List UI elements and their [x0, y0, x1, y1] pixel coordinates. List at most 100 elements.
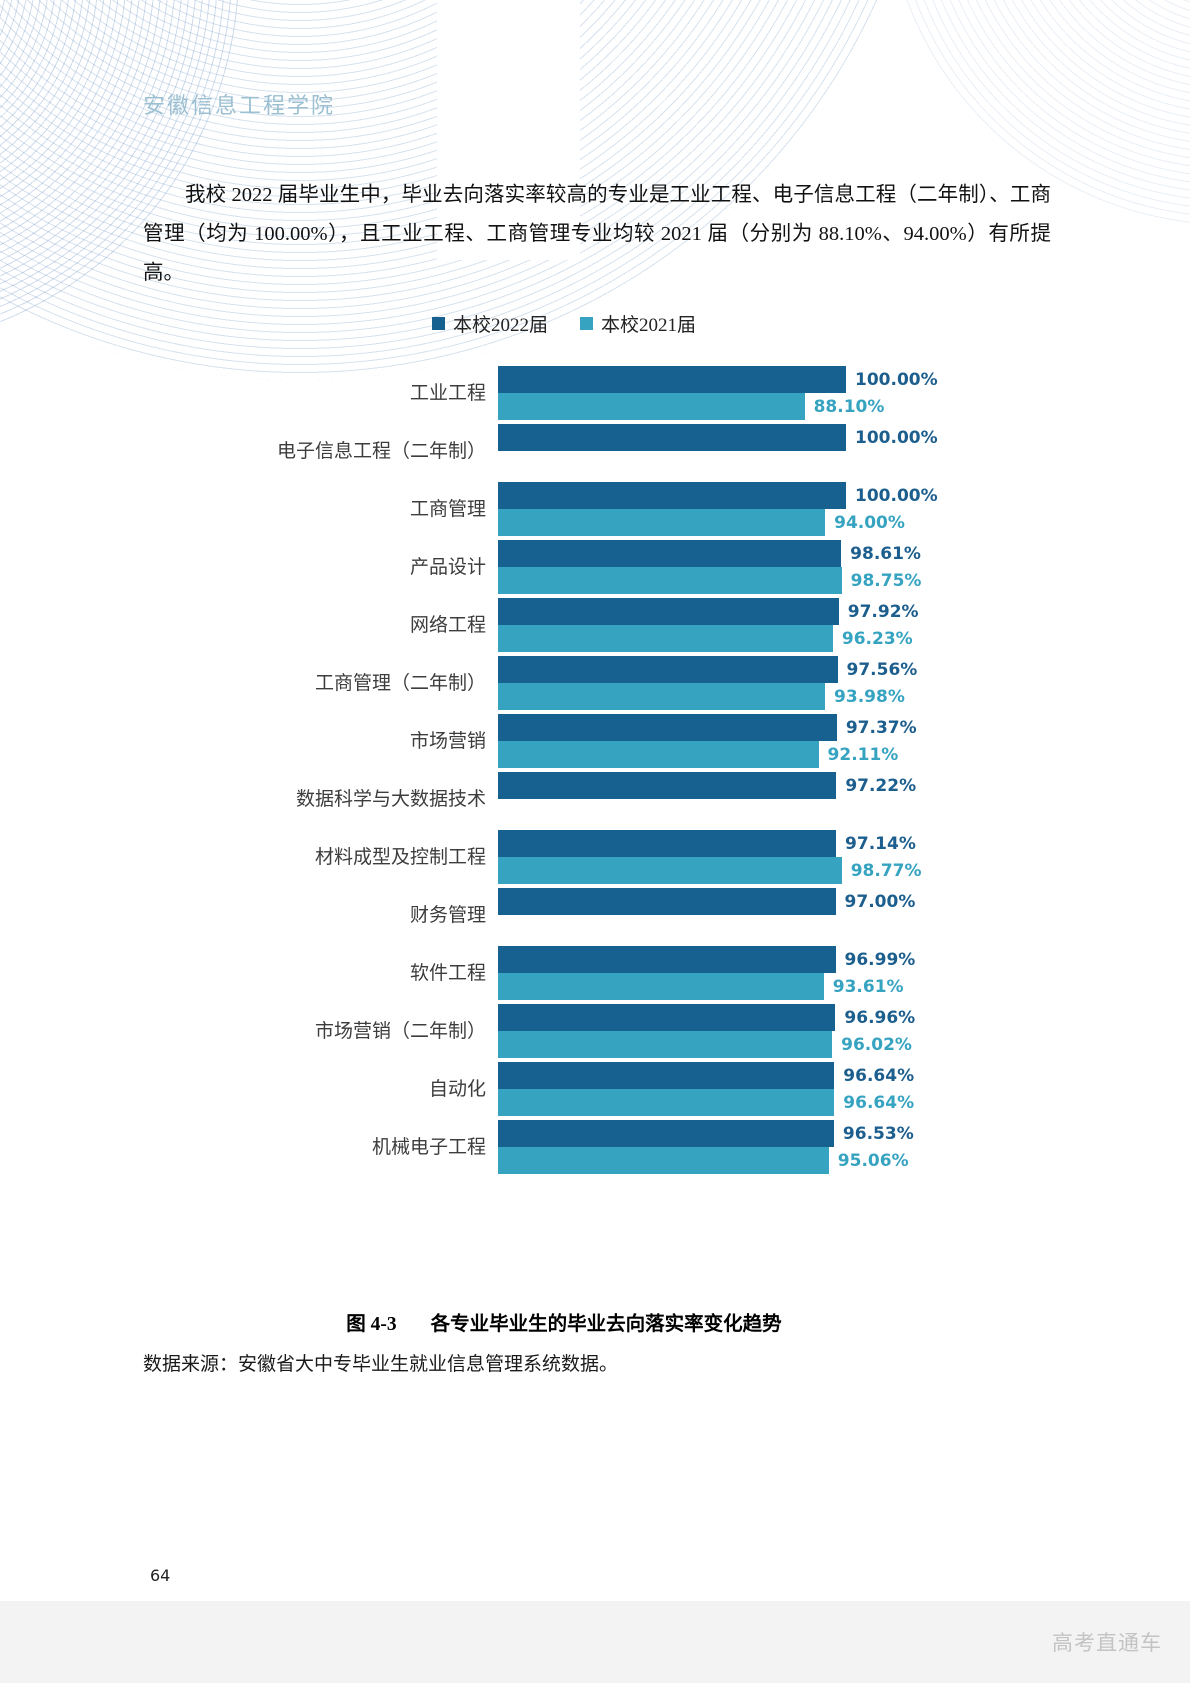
value-label-2021: 92.11%: [827, 744, 899, 765]
category-label: 工业工程: [409, 382, 486, 404]
value-label-2022: 97.14%: [845, 833, 916, 854]
value-label-2022: 97.56%: [846, 659, 918, 680]
value-label-2022: 98.61%: [850, 543, 921, 564]
bar-class-2021: [498, 741, 819, 768]
bar-line: 97.14%: [498, 830, 1140, 857]
bar-line: 97.56%: [498, 656, 1140, 683]
bar-group: 97.56% 93.98%: [498, 656, 1140, 710]
bar-line: 96.64%: [498, 1089, 1140, 1116]
bar-group: 97.37% 92.11%: [498, 714, 1140, 768]
bar-class-2022: [498, 772, 837, 799]
bar-class-2022: [498, 946, 836, 973]
bar-class-2021: [498, 1147, 829, 1174]
chart-row: 产品设计 98.61% 98.75%: [140, 540, 1140, 594]
chart-row: 软件工程 96.99% 93.61%: [140, 946, 1140, 1000]
value-label-2021: 95.06%: [837, 1150, 909, 1171]
value-label-2021: 96.64%: [843, 1092, 915, 1113]
bar-class-2021: [498, 1031, 833, 1058]
value-label-2022: 96.53%: [842, 1123, 914, 1144]
bar-line: 96.96%: [498, 1004, 1140, 1031]
bar-line: [498, 915, 1140, 942]
bar-line: 96.99%: [498, 946, 1140, 973]
bar-line: 93.61%: [498, 973, 1140, 1000]
bar-class-2021: [498, 567, 842, 594]
body-paragraph: 我校 2022 届毕业生中，毕业去向落实率较高的专业是工业工程、电子信息工程（二…: [143, 184, 1051, 284]
value-label-2021: 93.61%: [832, 976, 904, 997]
bar-class-2022: [498, 1004, 836, 1031]
value-label-2021: 96.23%: [841, 628, 913, 649]
figure-number: 图 4-3: [346, 1314, 397, 1335]
bar-class-2022: [498, 540, 842, 567]
bar-class-2022: [498, 656, 838, 683]
bar-line: 100.00%: [498, 366, 1140, 393]
bar-line: 97.37%: [498, 714, 1140, 741]
bar-class-2022: [498, 888, 836, 915]
legend-label-2021: 本校2021届: [601, 315, 697, 336]
category-label: 数据科学与大数据技术: [295, 788, 486, 810]
bar-line: 93.98%: [498, 683, 1140, 710]
chart-row: 财务管理 97.00%: [140, 888, 1140, 942]
bar-group: 98.61% 98.75%: [498, 540, 1140, 594]
bar-line: 98.77%: [498, 857, 1140, 884]
legend-label-2022: 本校2022届: [452, 315, 548, 336]
chart-legend: 本校2022届 本校2021届: [140, 310, 988, 337]
value-label-2021: 96.02%: [841, 1034, 912, 1055]
chart-row: 机械电子工程 96.53% 95.06%: [140, 1120, 1140, 1174]
value-label-2022: 96.99%: [844, 949, 916, 970]
bar-class-2021: [498, 1089, 835, 1116]
bar-group: 100.00% 94.00%: [498, 482, 1140, 536]
bar-line: 98.75%: [498, 567, 1140, 594]
bar-line: 92.11%: [498, 741, 1140, 768]
value-label-2022: 97.22%: [845, 775, 917, 796]
bar-line: 97.22%: [498, 772, 1140, 799]
bar-group: 97.00%: [498, 888, 1140, 942]
decorative-arcs-lower-left: [0, 0, 240, 350]
school-name-header: 安徽信息工程学院: [143, 93, 336, 118]
chart-row: 数据科学与大数据技术 97.22%: [140, 772, 1140, 826]
bar-group: 97.22%: [498, 772, 1140, 826]
value-label-2021: 88.10%: [813, 396, 885, 417]
value-label-2021: 98.75%: [850, 570, 922, 591]
bar-line: 97.92%: [498, 598, 1140, 625]
bar-class-2021: [498, 625, 833, 652]
value-label-2022: 100.00%: [855, 369, 938, 390]
bar-line: 98.61%: [498, 540, 1140, 567]
chart-row: 材料成型及控制工程 97.14% 98.77%: [140, 830, 1140, 884]
bar-class-2022: [498, 714, 837, 741]
value-label-2021: 98.77%: [850, 860, 922, 881]
bar-line: [498, 799, 1140, 826]
bar-group: 96.64% 96.64%: [498, 1062, 1140, 1116]
category-label: 机械电子工程: [371, 1136, 486, 1158]
bar-line: 97.00%: [498, 888, 1140, 915]
bar-line: 96.02%: [498, 1031, 1140, 1058]
bar-class-2021: [498, 857, 842, 884]
bar-class-2022: [498, 1120, 834, 1147]
chart-row: 市场营销（二年制） 96.96% 96.02%: [140, 1004, 1140, 1058]
value-label-2022: 97.00%: [844, 891, 916, 912]
bar-class-2022: [498, 366, 846, 393]
category-label: 财务管理: [409, 904, 486, 926]
bar-group: 96.99% 93.61%: [498, 946, 1140, 1000]
value-label-2022: 100.00%: [855, 485, 938, 506]
category-label: 市场营销: [409, 730, 486, 752]
chart-row: 电子信息工程（二年制） 100.00%: [140, 424, 1140, 478]
category-label: 软件工程: [409, 962, 486, 984]
category-label: 工商管理（二年制）: [314, 672, 486, 694]
bar-group: 100.00%: [498, 424, 1140, 478]
category-label: 网络工程: [409, 614, 486, 636]
bar-class-2021: [498, 393, 805, 420]
bar-line: 96.53%: [498, 1120, 1140, 1147]
legend-item-2022: 本校2022届: [431, 310, 548, 337]
bar-class-2022: [498, 482, 846, 509]
value-label-2021: 94.00%: [834, 512, 905, 533]
bar-class-2021: [498, 683, 826, 710]
value-label-2022: 97.37%: [845, 717, 917, 738]
bar-group: 96.53% 95.06%: [498, 1120, 1140, 1174]
bar-line: [498, 451, 1140, 478]
bar-group: 96.96% 96.02%: [498, 1004, 1140, 1058]
bar-line: 88.10%: [498, 393, 1140, 420]
category-label: 产品设计: [409, 556, 486, 578]
data-source-note: 数据来源：安徽省大中专毕业生就业信息管理系统数据。: [143, 1354, 619, 1375]
figure-caption: 图 4-3 各专业毕业生的毕业去向落实率变化趋势: [140, 1307, 988, 1336]
